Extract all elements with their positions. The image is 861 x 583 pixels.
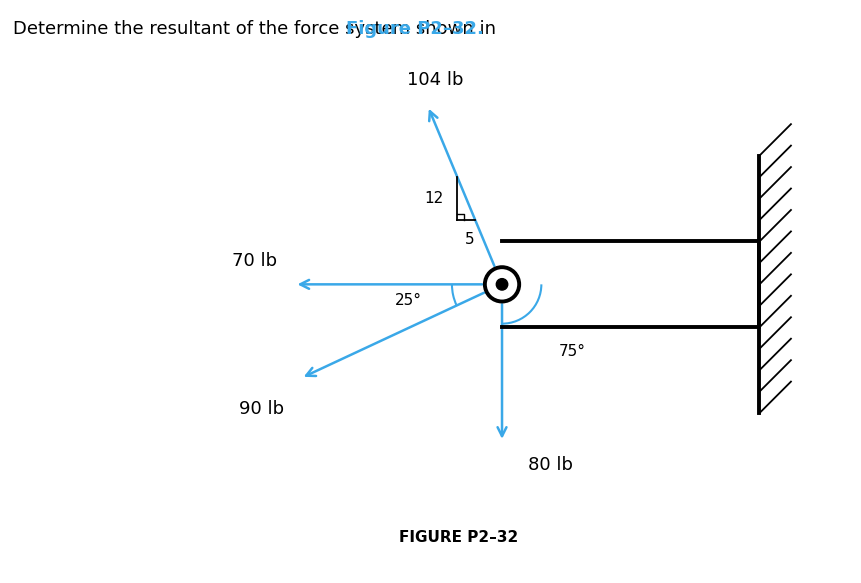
Text: 5: 5 bbox=[464, 232, 474, 247]
Text: 80 lb: 80 lb bbox=[528, 456, 573, 474]
Text: 75°: 75° bbox=[560, 345, 586, 360]
Text: 70 lb: 70 lb bbox=[232, 252, 277, 271]
Text: Determine the resultant of the force system shown in: Determine the resultant of the force sys… bbox=[13, 20, 502, 38]
Text: 90 lb: 90 lb bbox=[238, 399, 284, 417]
Text: 104 lb: 104 lb bbox=[406, 71, 463, 89]
Text: Figure P2–32.: Figure P2–32. bbox=[346, 20, 484, 38]
Text: 12: 12 bbox=[424, 191, 443, 206]
Circle shape bbox=[496, 279, 508, 290]
Text: 25°: 25° bbox=[395, 293, 422, 308]
Text: FIGURE P2–32: FIGURE P2–32 bbox=[400, 530, 518, 545]
